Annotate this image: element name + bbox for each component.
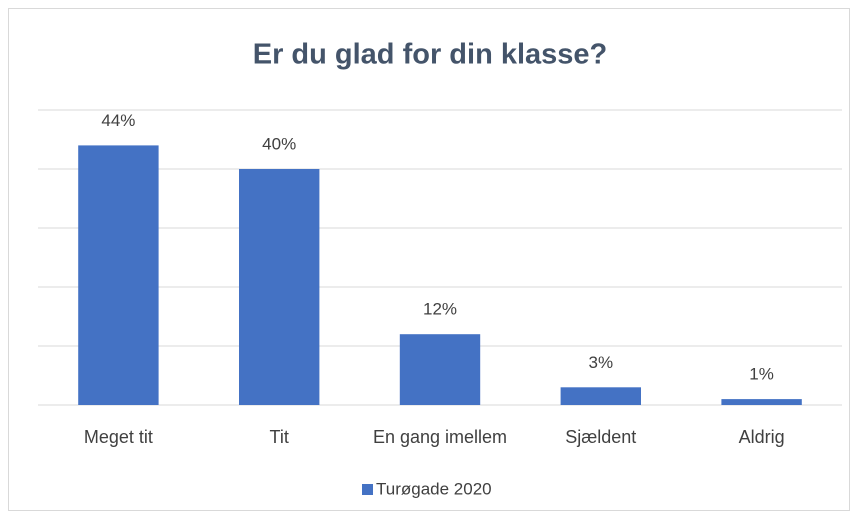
data-label: 44% xyxy=(101,111,135,130)
data-label: 3% xyxy=(589,353,614,372)
chart-title: Er du glad for din klasse? xyxy=(253,39,608,71)
legend-label: Turøgade 2020 xyxy=(376,479,492,498)
bar xyxy=(721,399,802,405)
data-label: 12% xyxy=(423,300,457,319)
x-tick-label: Aldrig xyxy=(739,427,785,447)
bar xyxy=(239,169,320,405)
x-tick-label: Meget tit xyxy=(84,427,153,447)
data-label: 1% xyxy=(749,365,774,384)
x-tick-label: En gang imellem xyxy=(373,427,507,447)
bar xyxy=(560,387,641,405)
bar xyxy=(78,145,159,405)
bar xyxy=(399,334,481,405)
x-tick-label: Sjældent xyxy=(565,427,636,447)
data-label: 40% xyxy=(262,134,296,153)
x-tick-label: Tit xyxy=(270,427,289,447)
legend-swatch xyxy=(362,484,373,495)
